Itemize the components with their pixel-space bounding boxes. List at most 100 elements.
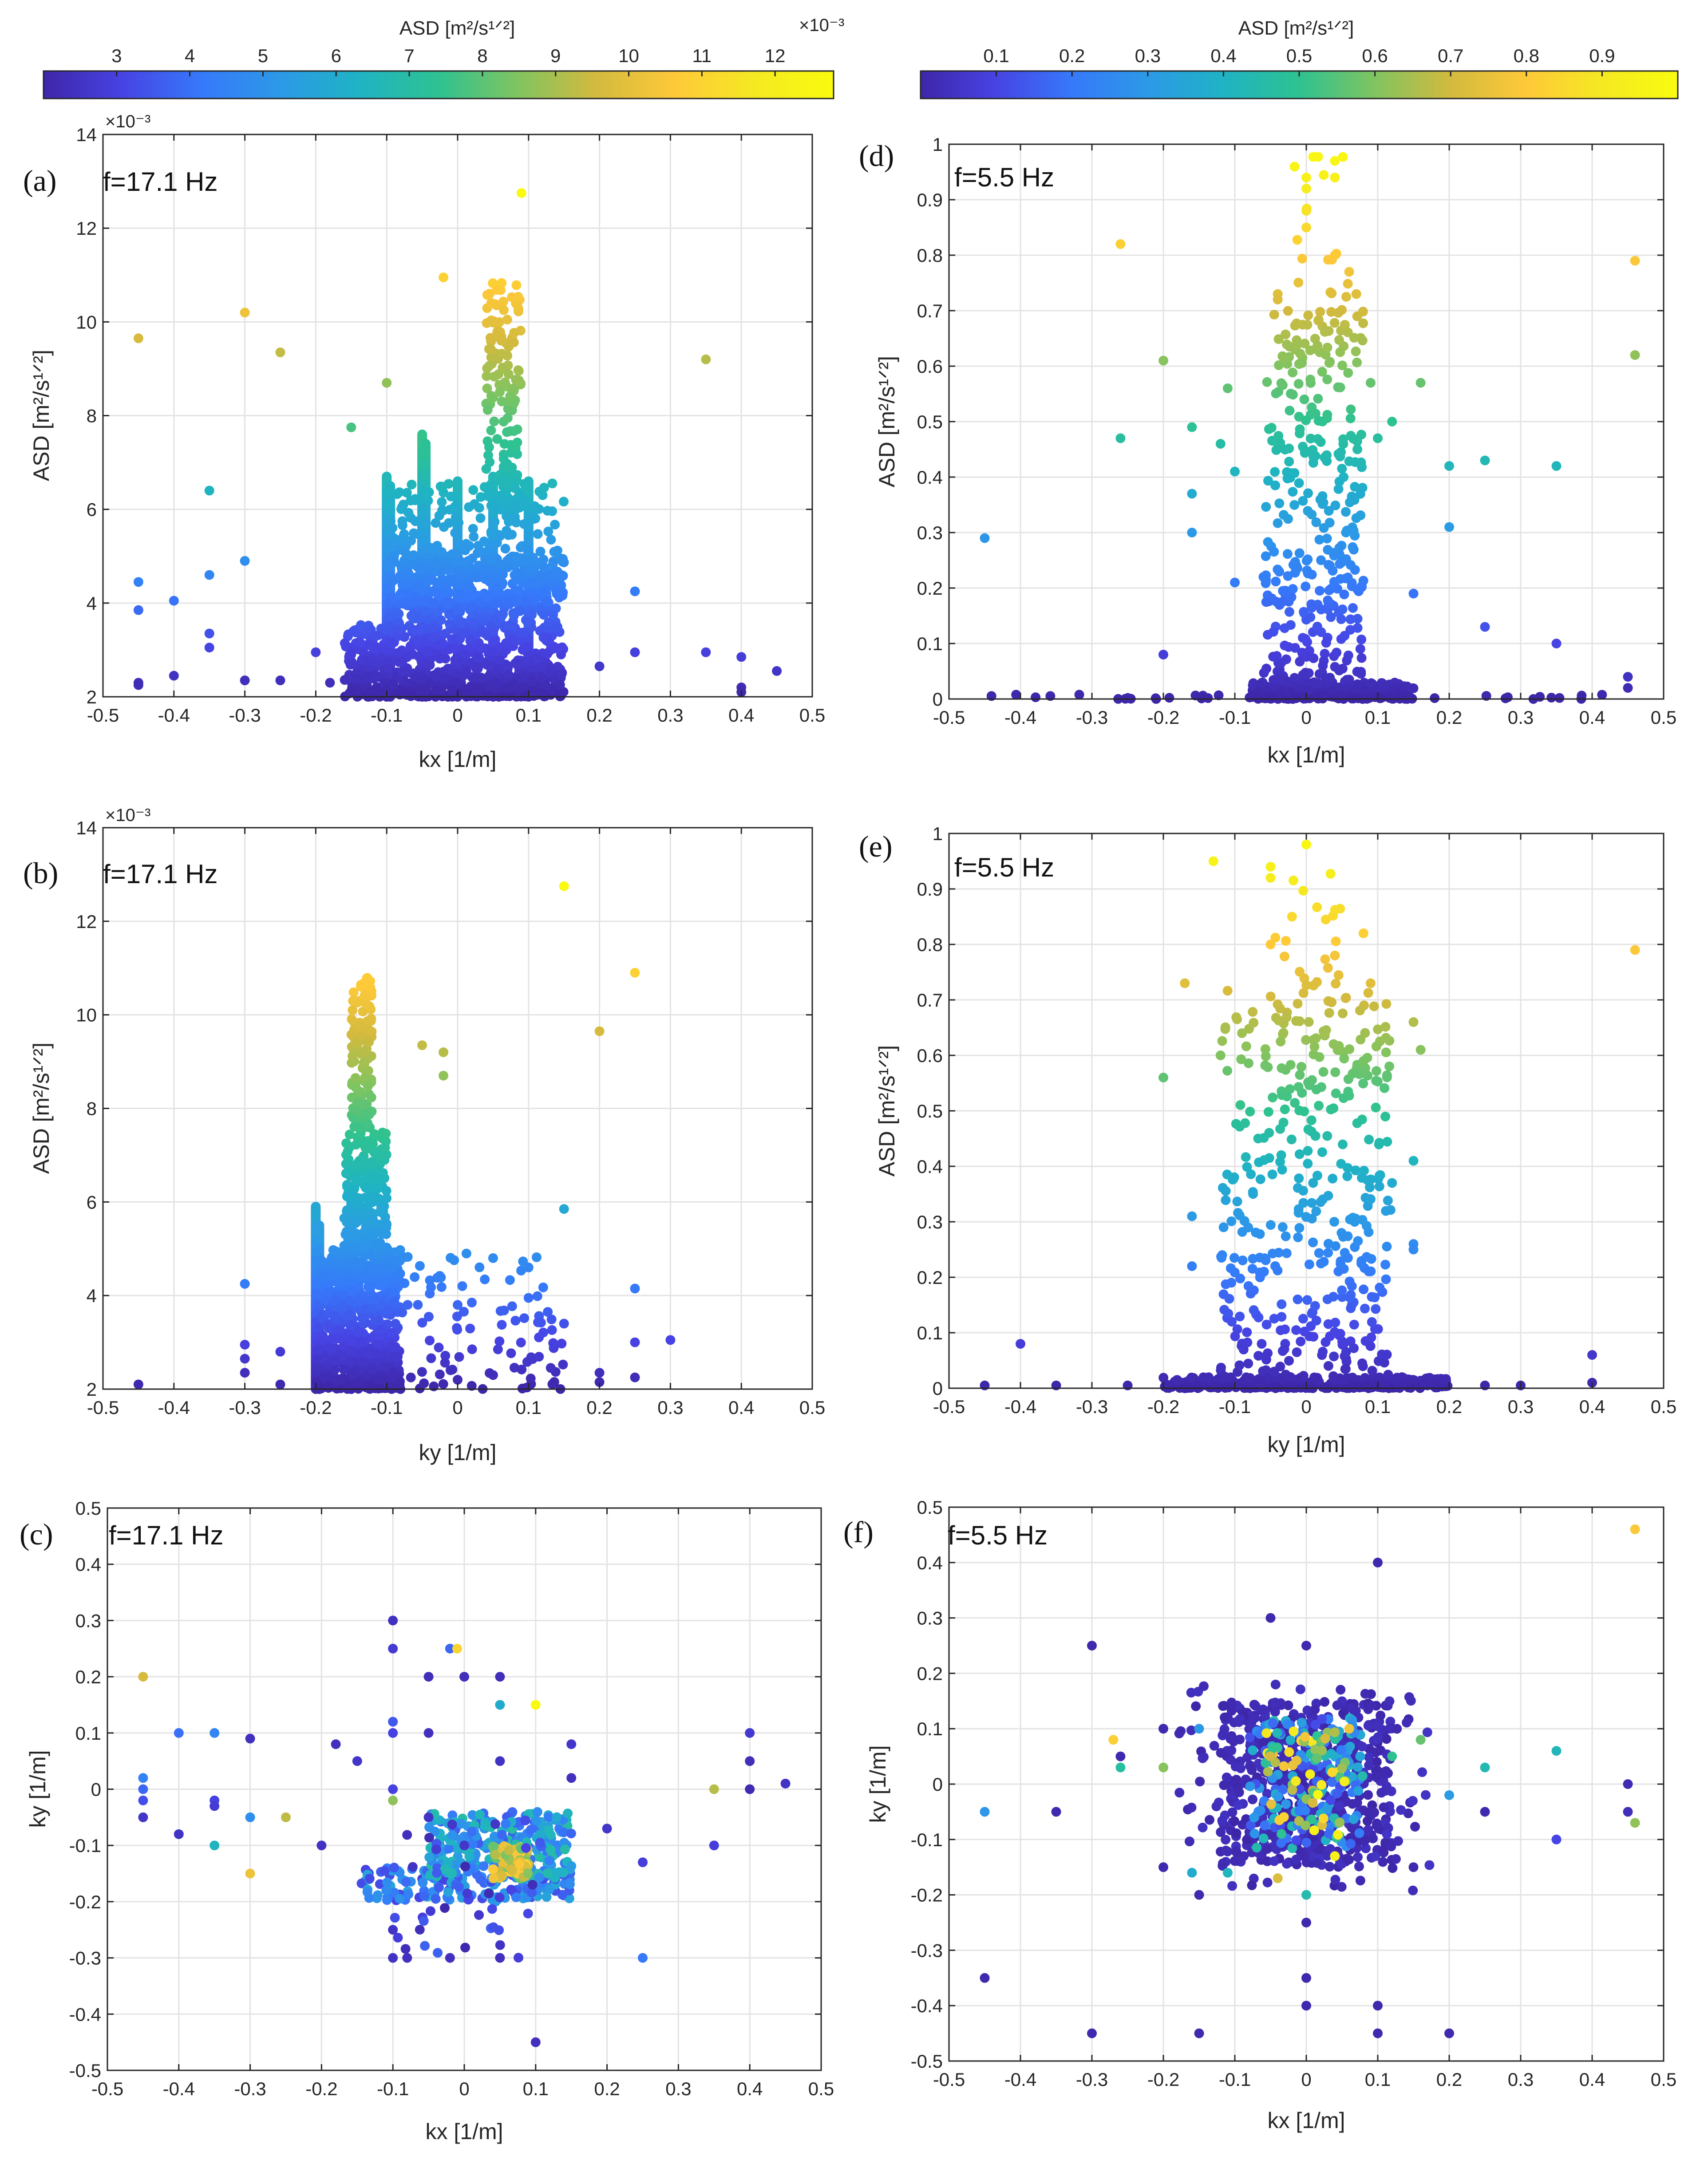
data-point: [331, 1739, 341, 1749]
data-point: [361, 672, 371, 682]
data-point: [1381, 1033, 1391, 1042]
x-tick-label: -0.4: [158, 1397, 190, 1418]
data-point: [1231, 1119, 1241, 1129]
data-point: [1335, 452, 1345, 462]
data-point: [565, 1880, 575, 1889]
data-point: [340, 675, 350, 685]
data-point: [1335, 347, 1345, 357]
data-point: [1286, 620, 1296, 630]
data-point: [1264, 692, 1274, 702]
data-point: [1273, 667, 1282, 676]
data-point: [349, 1369, 359, 1379]
data-point: [1328, 566, 1337, 576]
data-point: [138, 1813, 148, 1822]
data-point: [486, 426, 496, 435]
data-point: [1292, 319, 1301, 328]
data-point: [772, 666, 782, 676]
data-point: [444, 518, 454, 528]
data-point: [351, 1106, 361, 1115]
data-point: [1313, 341, 1322, 351]
data-point: [488, 646, 498, 656]
data-point: [1416, 378, 1426, 388]
data-point: [542, 506, 552, 516]
data-point: [388, 1615, 398, 1625]
y-tick-label: 6: [87, 499, 97, 520]
data-point: [497, 349, 506, 359]
data-point: [367, 1364, 377, 1374]
data-point: [1356, 635, 1366, 644]
colorbar-tick-label: 9: [550, 45, 561, 66]
data-point: [1346, 614, 1356, 624]
data-point: [398, 521, 407, 530]
data-point: [370, 1295, 380, 1305]
data-point: [324, 1323, 334, 1333]
data-point: [488, 573, 498, 583]
data-point: [1546, 693, 1556, 703]
data-point: [1031, 692, 1040, 702]
data-point: [539, 483, 549, 493]
data-point: [506, 1348, 516, 1358]
data-point: [351, 628, 360, 637]
data-point: [422, 660, 432, 670]
y-tick-label: -0.2: [69, 1891, 101, 1912]
data-point: [1408, 683, 1418, 693]
data-point: [544, 572, 554, 581]
data-point: [363, 1081, 373, 1091]
data-point: [504, 1845, 514, 1855]
data-point: [494, 369, 503, 379]
data-point: [531, 1700, 541, 1710]
data-point: [365, 1874, 375, 1884]
data-point: [1230, 1253, 1239, 1263]
data-point: [401, 549, 411, 558]
data-point: [1228, 1174, 1238, 1184]
data-point: [1258, 572, 1268, 582]
data-point: [1380, 1260, 1390, 1269]
data-point: [312, 1256, 321, 1266]
data-point: [439, 272, 448, 282]
data-point: [1255, 1272, 1265, 1282]
data-point: [630, 648, 640, 657]
data-point: [377, 1375, 387, 1385]
data-point: [343, 1146, 352, 1156]
data-point: [1309, 677, 1319, 687]
data-point: [1304, 1125, 1313, 1134]
data-point: [1293, 999, 1303, 1008]
data-point: [1324, 1239, 1333, 1248]
data-point: [781, 1779, 791, 1789]
y-tick-label: 0.1: [917, 633, 943, 654]
data-point: [1357, 1358, 1367, 1368]
data-point: [376, 1173, 385, 1182]
data-point: [1328, 1174, 1337, 1184]
data-point: [1371, 1102, 1381, 1112]
data-point: [512, 300, 522, 310]
data-point: [441, 654, 451, 663]
colorbar-tick-label: 0.7: [1438, 45, 1463, 66]
data-point: [347, 1215, 356, 1225]
data-point: [1333, 308, 1343, 318]
colorbar-tick-label: 0.6: [1362, 45, 1388, 66]
data-point: [449, 1256, 459, 1265]
data-point: [365, 1174, 375, 1184]
data-point: [501, 1819, 510, 1828]
data-point: [1277, 597, 1287, 607]
data-point: [499, 1306, 509, 1315]
data-point: [426, 1353, 436, 1363]
data-point: [326, 1343, 336, 1352]
data-point: [497, 477, 506, 486]
data-point: [454, 1882, 464, 1892]
data-point: [1263, 537, 1273, 547]
data-point: [1295, 349, 1305, 359]
data-point: [460, 1862, 470, 1872]
data-point: [419, 1916, 429, 1926]
data-point: [1301, 206, 1311, 216]
data-point: [1221, 1195, 1230, 1205]
data-point: [316, 1840, 326, 1850]
data-point: [349, 1184, 359, 1193]
colorbar-tick-label: 5: [258, 45, 268, 66]
data-point: [1223, 383, 1233, 393]
y-exponent-a: ×10⁻³: [105, 112, 150, 131]
data-point: [1364, 988, 1373, 998]
data-point: [1278, 1346, 1288, 1356]
data-point: [1344, 1091, 1354, 1101]
